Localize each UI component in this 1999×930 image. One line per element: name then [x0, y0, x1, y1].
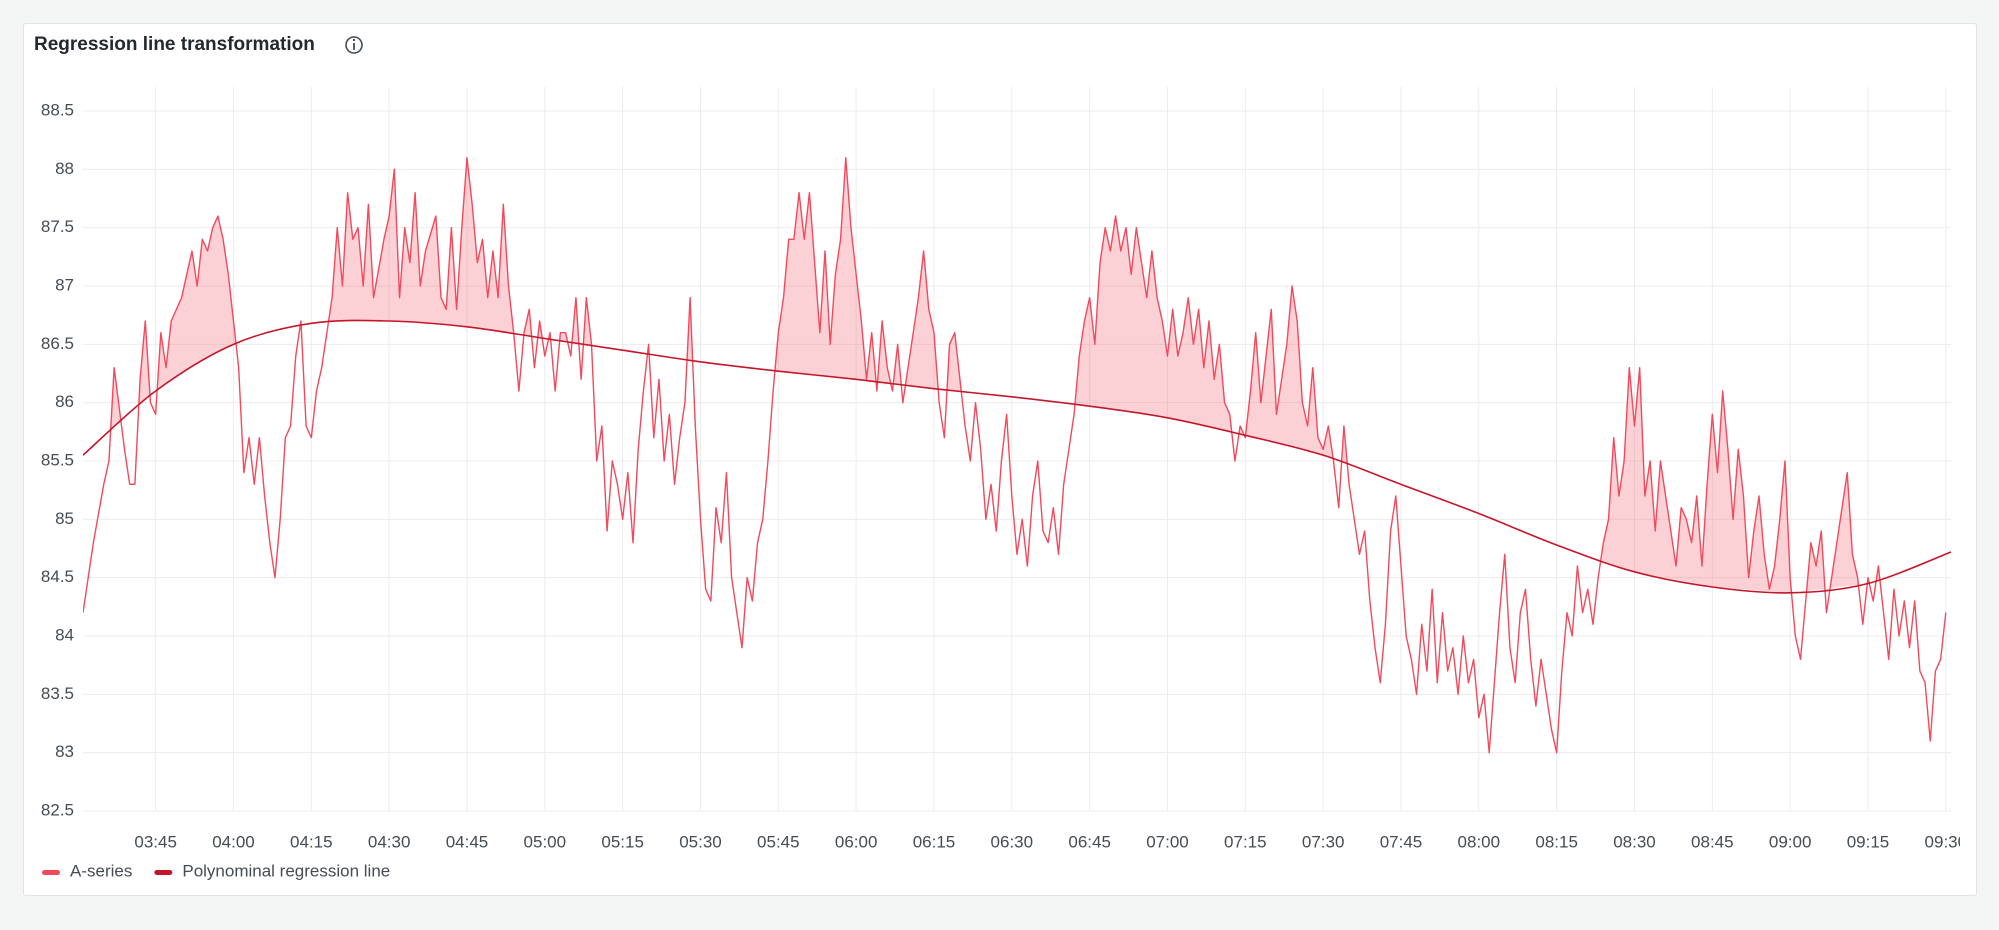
y-tick-label: 84	[55, 625, 74, 644]
x-tick-label: 04:30	[368, 832, 411, 851]
x-tick-label: 04:00	[212, 832, 255, 851]
legend-label: Polynominal regression line	[182, 861, 390, 880]
y-tick-label: 88	[55, 159, 74, 178]
x-tick-label: 06:15	[913, 832, 956, 851]
y-tick-label: 84.5	[41, 567, 74, 586]
y-tick-label: 87	[55, 275, 74, 294]
y-tick-label: 86.5	[41, 334, 74, 353]
x-tick-label: 08:15	[1535, 832, 1578, 851]
x-tick-label: 07:00	[1146, 832, 1189, 851]
y-tick-label: 82.5	[41, 800, 74, 819]
series-line	[83, 156, 1947, 754]
x-tick-label: 09:30	[1925, 832, 1968, 851]
x-tick-label: 06:30	[991, 832, 1034, 851]
x-tick-label: 05:00	[524, 832, 567, 851]
x-tick-label: 05:30	[679, 832, 722, 851]
y-tick-label: 88.5	[41, 100, 74, 119]
series-line	[83, 319, 1951, 594]
legend-label: A-series	[70, 861, 132, 880]
x-tick-label: 06:00	[835, 832, 878, 851]
panel	[23, 23, 1977, 896]
x-tick-label: 05:45	[757, 832, 800, 851]
x-tick-label: 06:45	[1068, 832, 1111, 851]
x-tick-label: 07:45	[1380, 832, 1423, 851]
x-tick-label: 08:45	[1691, 832, 1734, 851]
y-tick-label: 85	[55, 509, 74, 528]
x-tick-label: 09:00	[1769, 832, 1812, 851]
area-fill	[83, 157, 1951, 593]
panel-title: Regression line transformation	[34, 34, 315, 55]
x-tick-label: 09:15	[1847, 832, 1890, 851]
x-tick-label: 03:45	[134, 832, 177, 851]
y-tick-label: 83.5	[41, 684, 74, 703]
info-icon[interactable]	[345, 36, 363, 54]
x-tick-label: 08:30	[1613, 832, 1656, 851]
legend-item[interactable]: A-series	[42, 861, 132, 880]
legend-swatch	[42, 870, 60, 875]
x-tick-label: 04:15	[290, 832, 333, 851]
legend-swatch	[154, 870, 173, 875]
y-tick-label: 83	[55, 742, 74, 761]
x-tick-label: 04:45	[446, 832, 489, 851]
y-tick-label: 85.5	[41, 450, 74, 469]
x-tick-label: 08:00	[1458, 832, 1501, 851]
legend-item[interactable]: Polynominal regression line	[154, 861, 390, 880]
x-tick-label: 07:30	[1302, 832, 1345, 851]
x-tick-label: 05:15	[601, 832, 644, 851]
y-tick-label: 87.5	[41, 217, 74, 236]
y-tick-label: 86	[55, 392, 74, 411]
x-tick-label: 07:15	[1224, 832, 1267, 851]
